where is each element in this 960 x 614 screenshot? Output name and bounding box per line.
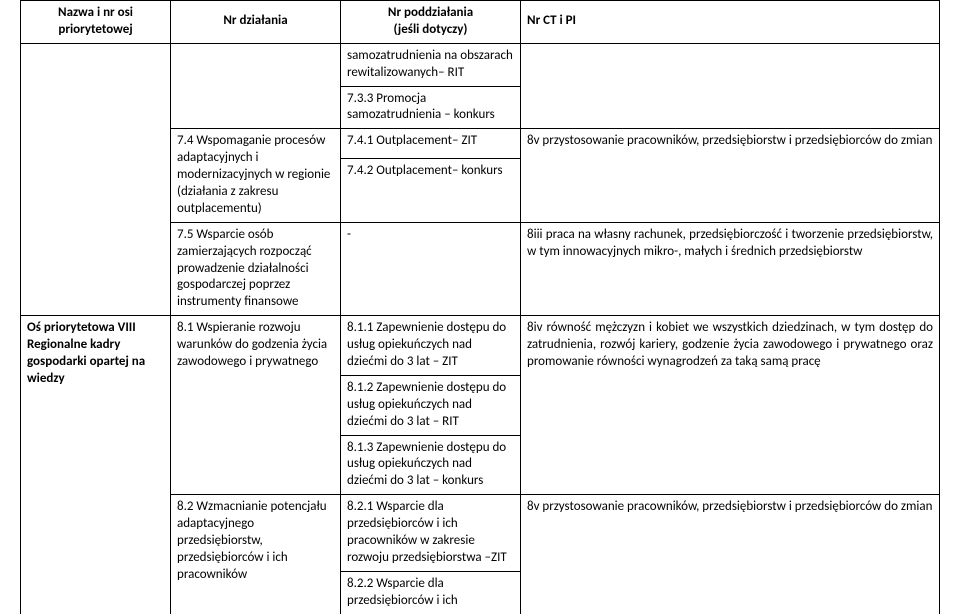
table-row: 7.5 Wsparcie osób zamierzających rozpocz… [21, 222, 940, 315]
cell-sub-8-1-3: 8.1.3 Zapewnienie dostępu do usług opiek… [341, 435, 521, 495]
cell-action-7-5: 7.5 Wsparcie osób zamierzających rozpocz… [171, 222, 341, 315]
axis-viii-title: Oś priorytetowa VIII Regionalne kadry go… [27, 320, 145, 386]
cell-action-8-1: 8.1 Wspieranie rozwoju warunków do godze… [171, 316, 341, 495]
cell-sub-8-2-2: 8.2.2 Wsparcie dla przedsiębiorców i ich [341, 571, 521, 613]
header-col4: Nr CT i PI [521, 1, 940, 44]
cell-sub-8-1-2: 8.1.2 Zapewnienie dostępu do usług opiek… [341, 375, 521, 435]
cell-sub-7-4-1: 7.4.1 Outplacement– ZIT [341, 129, 521, 158]
table-header-row: Nazwa i nr osi priorytetowej Nr działani… [21, 1, 940, 44]
cell-action-7-4: 7.4 Wspomaganie procesów adaptacyjnych i… [171, 129, 341, 222]
cell-axis-empty [21, 86, 171, 129]
header-col3: Nr poddziałania (jeśli dotyczy) [341, 1, 521, 44]
cell-ct-8v-a: 8v przystosowanie pracowników, przedsięb… [521, 129, 940, 222]
cell-sub-7-4-2: 7.4.2 Outplacement– konkurs [341, 158, 521, 222]
table-row: Oś priorytetowa VIII Regionalne kadry go… [21, 316, 940, 376]
header-col3-line2: (jeśli dotyczy) [394, 22, 468, 37]
table-row: samozatrudnienia na obszarach rewitalizo… [21, 43, 940, 86]
cell-sub-7-3-3: 7.3.3 Promocja samozatrudnienia – konkur… [341, 86, 521, 129]
cell-sub-7-3-cont: samozatrudnienia na obszarach rewitalizo… [341, 43, 521, 86]
table-row: 7.4 Wspomaganie procesów adaptacyjnych i… [21, 129, 940, 158]
cell-sub-7-5-dash: - [341, 222, 521, 315]
cell-axis-empty [21, 129, 171, 158]
header-col1: Nazwa i nr osi priorytetowej [21, 1, 171, 44]
cell-axis-empty [21, 222, 171, 315]
cell-ct-8iv: 8iv równość mężczyzn i kobiet we wszystk… [521, 316, 940, 495]
header-col2: Nr działania [171, 1, 341, 44]
cell-sub-8-2-1: 8.2.1 Wsparcie dla przedsiębiorców i ich… [341, 495, 521, 572]
table-row: 7.3.3 Promocja samozatrudnienia – konkur… [21, 86, 940, 129]
cell-action-8-2: 8.2 Wzmacnianie potencjału adaptacyjnego… [171, 495, 341, 614]
document-page: Nazwa i nr osi priorytetowej Nr działani… [0, 0, 960, 614]
cell-ct-8iii: 8iii praca na własny rachunek, przedsięb… [521, 222, 940, 315]
main-table: Nazwa i nr osi priorytetowej Nr działani… [20, 0, 940, 614]
header-col3-line1: Nr poddziałania [388, 5, 473, 20]
cell-action-empty [171, 43, 341, 86]
cell-ct-empty [521, 86, 940, 129]
cell-ct-empty [521, 43, 940, 86]
cell-axis-viii: Oś priorytetowa VIII Regionalne kadry go… [21, 316, 171, 614]
cell-axis-empty [21, 158, 171, 222]
cell-action-empty [171, 86, 341, 129]
cell-sub-8-1-1: 8.1.1 Zapewnienie dostępu do usług opiek… [341, 316, 521, 376]
cell-ct-8v-b: 8v przystosowanie pracowników, przedsięb… [521, 495, 940, 614]
cell-axis-empty [21, 43, 171, 86]
